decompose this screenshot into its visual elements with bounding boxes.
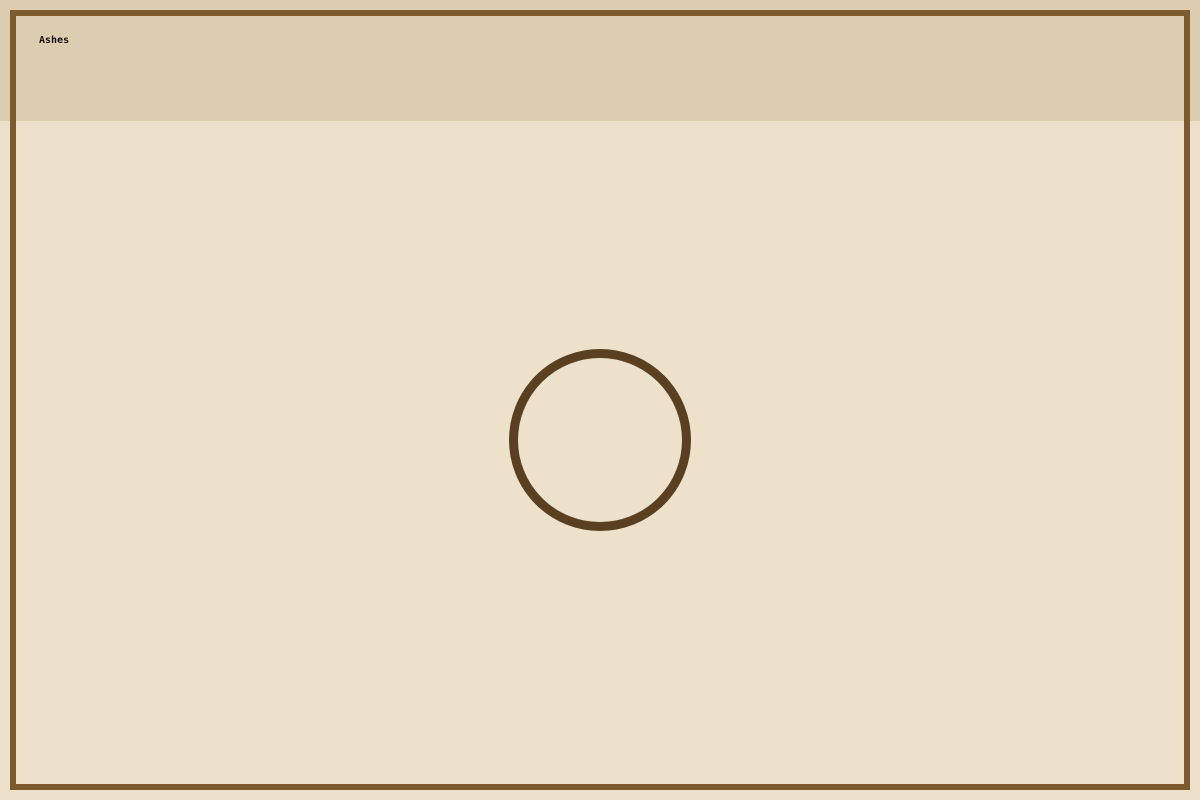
- center-ring-button[interactable]: [509, 349, 691, 531]
- header-bar: [0, 0, 1200, 121]
- window-title: Ashes: [39, 35, 70, 46]
- screen-frame: [10, 10, 1190, 790]
